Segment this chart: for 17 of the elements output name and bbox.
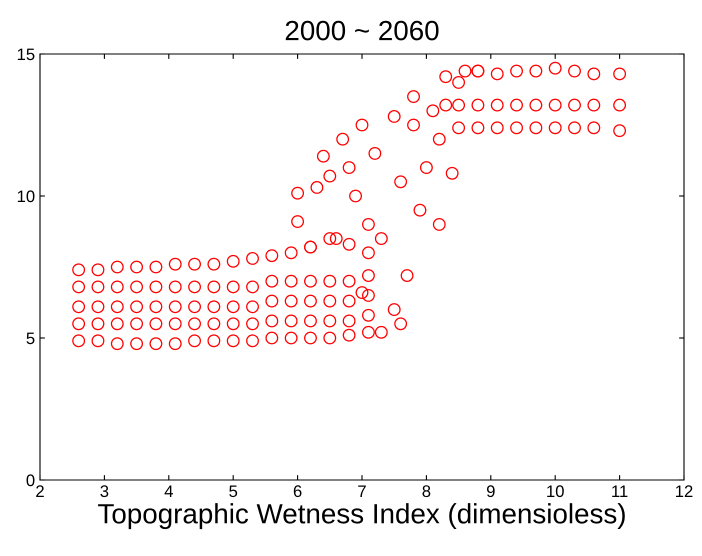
y-tick-label: 15 <box>18 48 34 60</box>
x-tick-label: 5 <box>229 485 238 498</box>
x-tick-label: 7 <box>358 485 366 497</box>
x-tick-label: 2 <box>36 485 44 497</box>
x-tick-label: 8 <box>422 485 430 498</box>
x-axis-title: Topographic Wetness Index (dimensioless) <box>98 503 625 530</box>
y-tick-label: 10 <box>18 190 34 202</box>
x-tick-label: 4 <box>164 485 173 497</box>
x-tick-label: 11 <box>612 485 628 497</box>
y-tick-label: 5 <box>26 332 34 344</box>
x-tick-label: 10 <box>547 485 564 498</box>
y-tick-label: 0 <box>26 474 34 486</box>
chart-title: 2000 ~ 2060 <box>286 20 439 40</box>
x-tick-label: 6 <box>294 485 302 498</box>
x-tick-label: 12 <box>676 485 692 497</box>
x-tick-label: 9 <box>486 485 495 498</box>
x-tick-label: 3 <box>100 485 108 498</box>
